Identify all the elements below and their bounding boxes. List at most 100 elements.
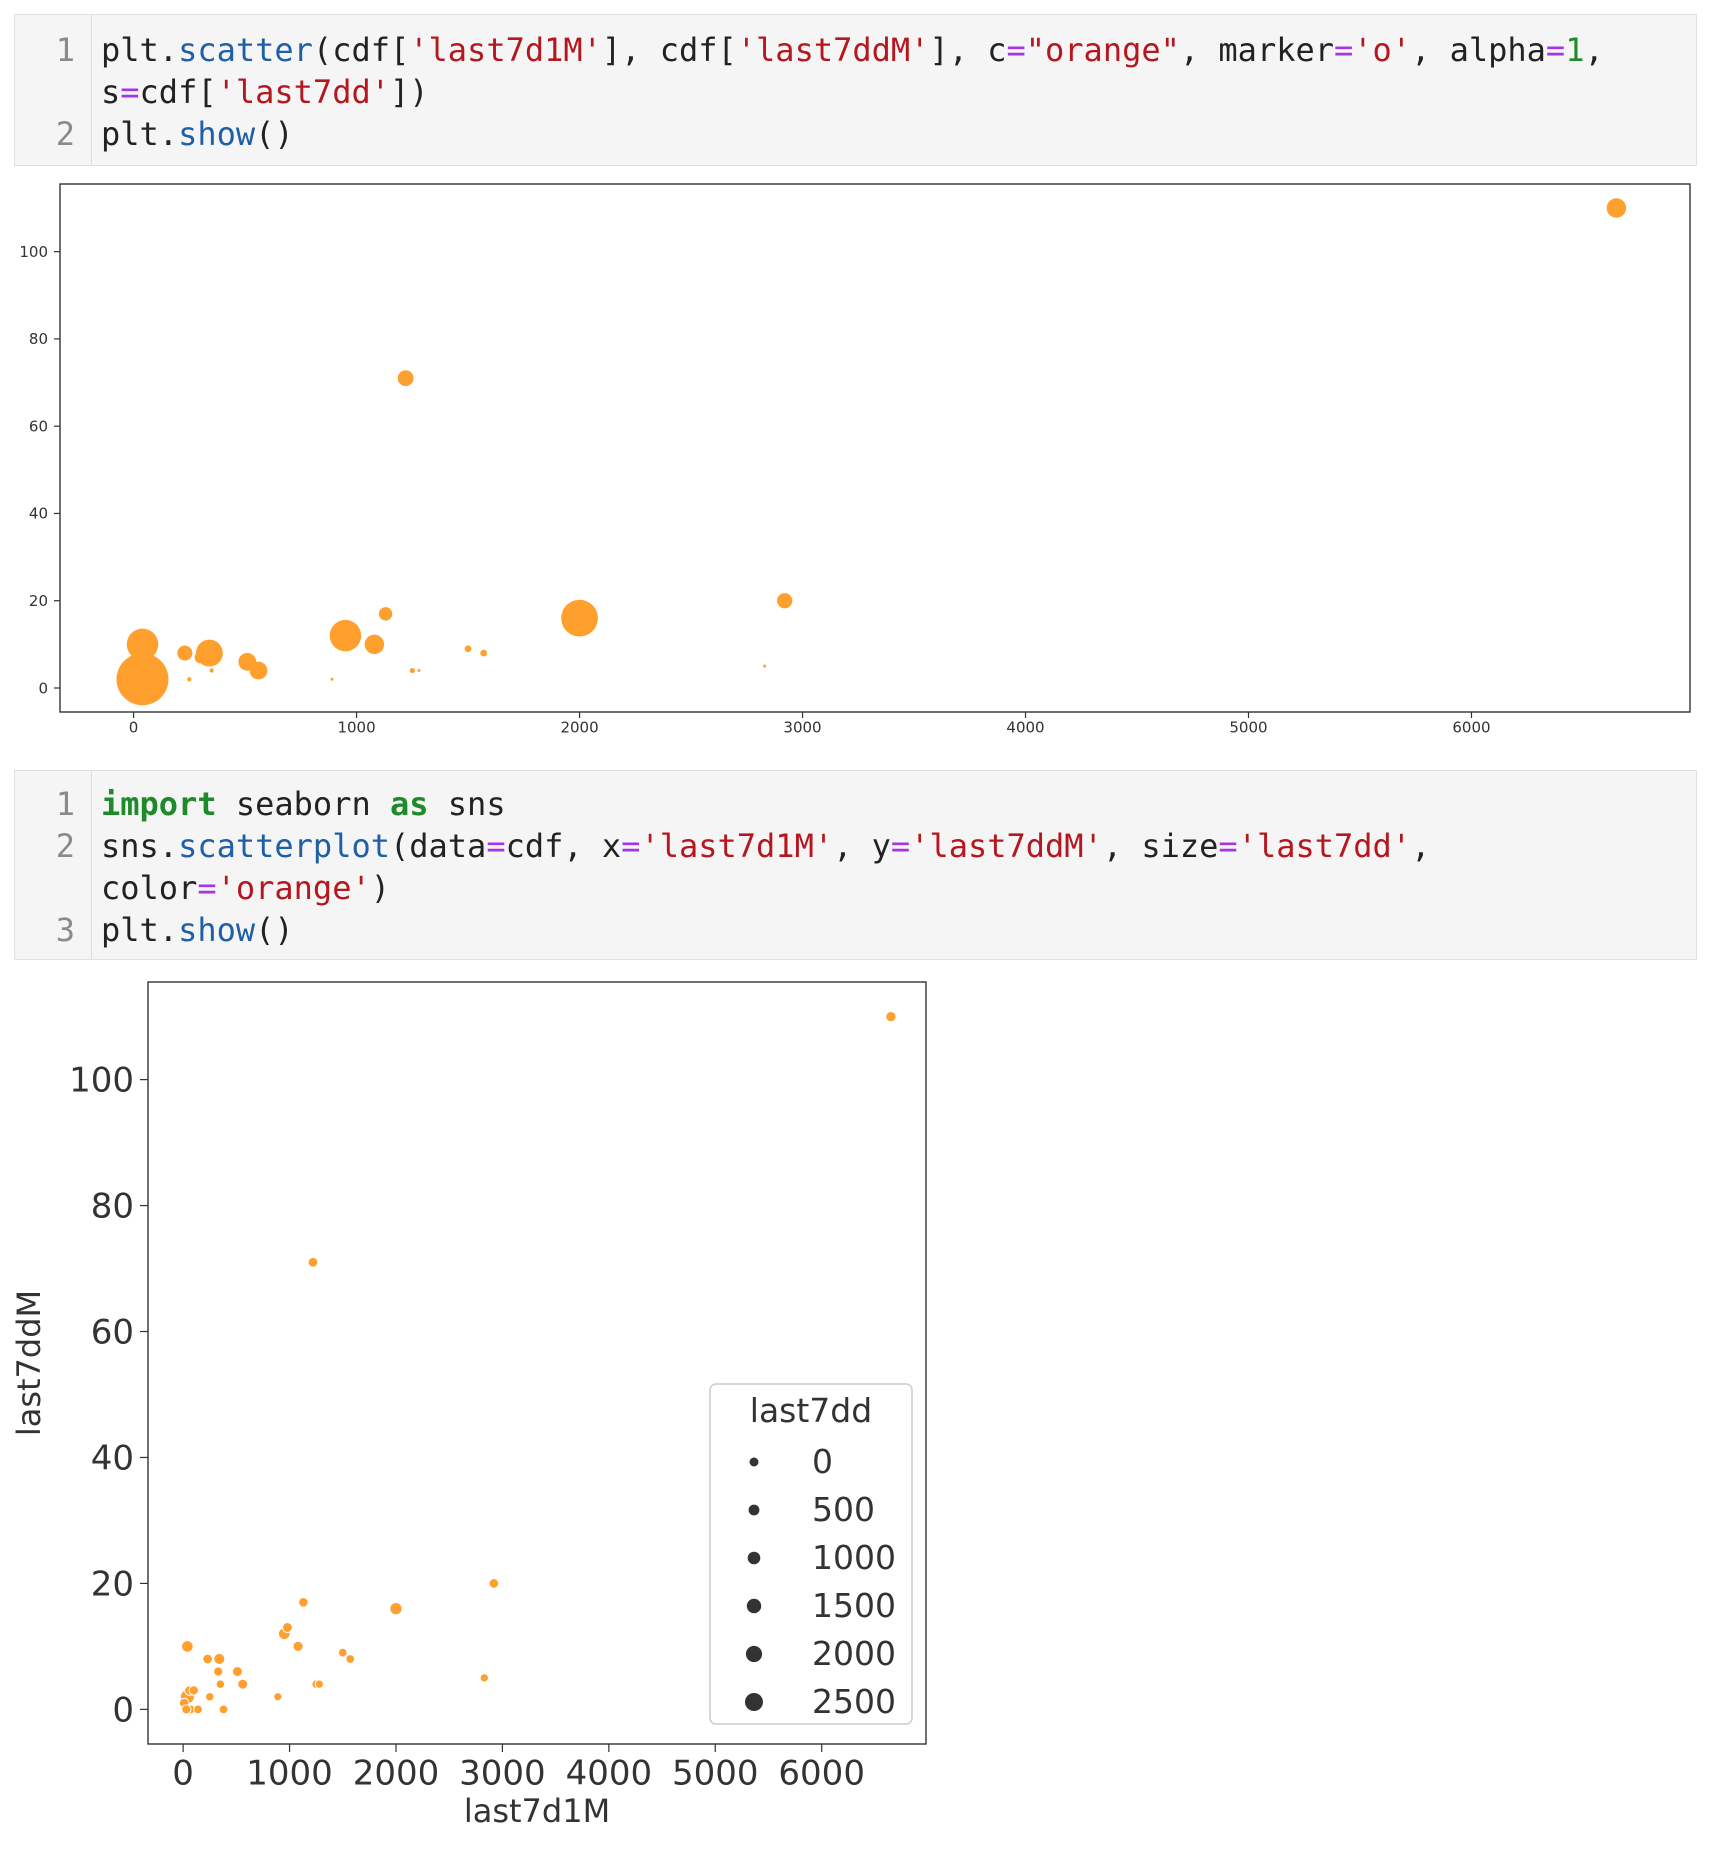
code-token: 'orange'	[216, 869, 371, 907]
y-tick-label: 0	[112, 1690, 134, 1730]
code-text: import seaborn as sns	[101, 783, 1686, 825]
y-tick-label: 40	[91, 1438, 134, 1478]
y-tick-label: 80	[91, 1186, 134, 1226]
data-point	[281, 1622, 293, 1633]
y-tick-label: 60	[91, 1312, 134, 1352]
scatter-plot-seaborn: 0 1000 2000 3000 4000 5000 6000020406080100las…	[10, 981, 927, 1830]
code-cell-1[interactable]: 1 plt.scatter(cdf['last7d1M'], cdf['last…	[14, 14, 1697, 166]
x-tick-label: 3000	[783, 718, 821, 736]
data-point	[249, 661, 268, 680]
y-tick-label: 100	[69, 1061, 134, 1101]
x-tick-label: 2000	[560, 718, 598, 736]
data-point	[314, 1679, 325, 1689]
legend-marker	[749, 1457, 759, 1467]
code-token: , y	[833, 827, 891, 865]
code-token: show	[178, 115, 256, 153]
x-tick-label: 1000	[337, 718, 375, 736]
code-text: plt.scatter(cdf['last7d1M'], cdf['last7d…	[101, 29, 1686, 71]
code-line: 2 sns.scatterplot(data=cdf, x='last7d1M'…	[15, 825, 1696, 867]
legend-box	[709, 1383, 913, 1725]
code-token: 'last7ddM'	[736, 31, 930, 69]
code-token: ,	[1584, 31, 1604, 69]
x-axis-label: last7d1M	[464, 1792, 610, 1830]
legend-title: last7dd	[750, 1391, 872, 1430]
legend-entry-label: 2000	[812, 1634, 896, 1673]
data-point	[378, 607, 393, 621]
code-token: 'last7dd'	[216, 73, 390, 111]
data-point	[116, 653, 169, 706]
data-point	[364, 634, 385, 655]
code-token: 1	[1565, 31, 1585, 69]
data-point	[345, 1654, 356, 1664]
code-token: ], c	[929, 31, 1007, 69]
line-number: 2	[55, 115, 75, 153]
data-point	[298, 1597, 309, 1608]
code-token: , size	[1102, 827, 1219, 865]
line-number: 2	[55, 827, 75, 865]
x-tick-label: 4000	[1006, 718, 1044, 736]
code-token: ])	[389, 73, 429, 111]
code-token: 'last7ddM'	[910, 827, 1103, 865]
data-point	[215, 1679, 226, 1689]
line-number: 1	[55, 785, 75, 823]
legend-marker	[745, 1693, 763, 1711]
code-token: (data	[389, 827, 487, 865]
y-tick-label: 20	[91, 1564, 134, 1604]
code-token: "orange"	[1025, 31, 1180, 69]
code-token: ], cdf[	[601, 31, 737, 69]
data-point	[337, 1647, 348, 1658]
code-line: 1 import seaborn as sns	[15, 783, 1696, 825]
line-number: 1	[55, 31, 75, 69]
data-point	[885, 1011, 897, 1023]
code-token: seaborn	[216, 785, 390, 823]
data-point	[330, 677, 334, 681]
data-point	[1606, 198, 1627, 218]
code-token: =	[120, 73, 140, 111]
y-tick-label: 100	[19, 243, 48, 261]
code-text: color='orange')	[101, 867, 1686, 909]
legend-entry-label: 500	[812, 1490, 875, 1529]
data-point	[292, 1640, 304, 1653]
code-cell-2[interactable]: 1 import seaborn as sns 2 sns.scatterplo…	[14, 770, 1697, 960]
x-tick-label: 5000	[1229, 718, 1267, 736]
code-token: import	[101, 785, 217, 823]
code-token: ()	[255, 911, 294, 949]
data-point	[464, 645, 472, 653]
code-token: =	[1218, 827, 1238, 865]
data-point	[777, 593, 793, 609]
code-token: 'last7d1M'	[409, 31, 602, 69]
code-token: plt.	[101, 911, 179, 949]
code-token: , alpha	[1411, 31, 1546, 69]
code-token: s	[101, 73, 121, 111]
y-tick-label: 40	[29, 505, 48, 523]
axes-frame	[59, 183, 1691, 713]
code-token: scatterplot	[178, 827, 390, 865]
line-number: 3	[55, 911, 75, 949]
x-tick-label: 6000	[778, 1753, 865, 1793]
code-token: (cdf[	[312, 31, 410, 69]
code-token: =	[1545, 31, 1566, 69]
legend-entry-label: 2500	[812, 1682, 896, 1721]
legend-marker	[745, 1645, 763, 1663]
code-line: s=cdf['last7dd'])	[15, 71, 1696, 113]
legend-marker	[748, 1504, 760, 1516]
axes-frame	[147, 981, 927, 1745]
data-point	[193, 1704, 203, 1715]
data-point	[417, 669, 421, 673]
code-line: 2 plt.show()	[15, 113, 1696, 155]
data-point	[389, 1601, 403, 1616]
legend-entry-label: 1000	[812, 1538, 896, 1577]
data-point	[181, 1640, 194, 1653]
code-text: plt.show()	[101, 113, 1686, 155]
data-point	[209, 668, 214, 673]
code-token: sns	[428, 785, 506, 823]
code-line: color='orange')	[15, 867, 1696, 909]
legend-entry-label: 0	[812, 1442, 833, 1481]
code-token: plt.	[101, 115, 179, 153]
data-point	[218, 1704, 229, 1715]
y-axis-label: last7ddM	[10, 1290, 48, 1436]
code-token: ()	[255, 115, 294, 153]
data-point	[397, 370, 414, 387]
x-tick-label: 4000	[566, 1753, 653, 1793]
scatter-plot-matplotlib: 0 1000 2000 3000 4000 5000 6000 0 20 40 60 80 100	[19, 183, 1691, 736]
